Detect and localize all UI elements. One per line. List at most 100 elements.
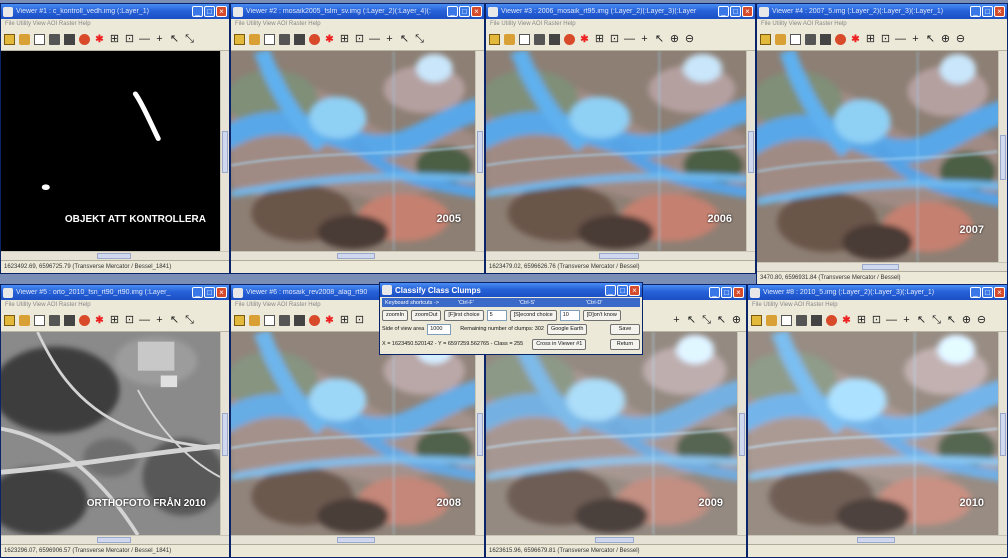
horizontal-scrollbar[interactable] <box>486 251 755 260</box>
pointer-icon[interactable]: ↖ <box>946 314 957 326</box>
zoom-fit-icon[interactable]: ⊞ <box>339 314 350 326</box>
horizontal-scrollbar[interactable] <box>231 535 484 544</box>
maximize-button[interactable]: □ <box>459 6 470 17</box>
maximize-button[interactable]: □ <box>204 6 215 17</box>
open-layer-icon[interactable] <box>249 315 260 326</box>
vertical-scrollbar[interactable] <box>475 51 484 251</box>
second-choice-button[interactable]: [S]econd choice <box>509 309 557 321</box>
crosshair-icon[interactable]: + <box>156 33 163 45</box>
close-button[interactable]: × <box>994 287 1005 298</box>
minimize-button[interactable]: _ <box>192 6 203 17</box>
viewer-window-2[interactable]: Viewer #2 : mosaik2005_fslm_sv.img (:Lay… <box>230 3 485 274</box>
close-button[interactable]: × <box>629 284 640 296</box>
pointer-icon[interactable]: ↖ <box>716 314 727 326</box>
minimize-button[interactable]: _ <box>192 287 203 298</box>
cross-in-viewer-button[interactable]: Cross in Viewer #1 <box>532 338 587 350</box>
menu-bar[interactable]: File Utility View AOI Raster Help <box>757 19 1007 29</box>
print-icon[interactable] <box>820 34 831 45</box>
open-folder-icon[interactable] <box>234 315 245 326</box>
close-button[interactable]: × <box>733 287 744 298</box>
maximize-button[interactable]: □ <box>982 287 993 298</box>
title-bar[interactable]: Viewer #1 : c_kontroll_vedh.img (:Layer_… <box>1 4 229 19</box>
menu-bar[interactable]: File Utility View AOI Raster Help <box>231 19 484 29</box>
select-arrow-icon[interactable]: ↖ <box>916 314 927 326</box>
classify-dialog[interactable]: Classify Class Clumps _ □ × Keyboard sho… <box>379 282 643 355</box>
pan-icon[interactable]: ⤡ <box>185 33 194 45</box>
clear-view-icon[interactable] <box>826 315 837 326</box>
print-icon[interactable] <box>294 315 305 326</box>
clear-view-icon[interactable] <box>79 34 90 45</box>
fit-window-icon[interactable]: ⊡ <box>124 33 135 45</box>
new-document-icon[interactable] <box>34 34 45 45</box>
measure-icon[interactable]: — <box>895 33 906 45</box>
measure-icon[interactable]: — <box>139 314 150 326</box>
viewer-window-8[interactable]: Viewer #8 : 2010_5.img (:Layer_2)(:Layer… <box>747 284 1008 558</box>
info-icon[interactable]: ✱ <box>95 34 104 45</box>
fit-window-icon[interactable]: ⊡ <box>354 33 365 45</box>
raster-image[interactable]: OBJEKT ATT KONTROLLERA <box>1 51 220 251</box>
print-icon[interactable] <box>811 315 822 326</box>
fit-window-icon[interactable]: ⊡ <box>871 314 882 326</box>
maximize-button[interactable]: □ <box>204 287 215 298</box>
viewer-window-3[interactable]: Viewer #3 : 2006_mosaik_rt95.img (:Layer… <box>485 3 756 274</box>
title-bar[interactable]: Viewer #3 : 2006_mosaik_rt95.img (:Layer… <box>486 4 755 19</box>
select-arrow-icon[interactable]: ↖ <box>925 33 936 45</box>
save-icon[interactable] <box>49 315 60 326</box>
fit-window-icon[interactable]: ⊡ <box>124 314 135 326</box>
vertical-scrollbar[interactable] <box>220 332 229 535</box>
vertical-scrollbar[interactable] <box>746 51 755 251</box>
zoom-out-icon[interactable]: ⊖ <box>955 33 966 45</box>
info-icon[interactable]: ✱ <box>580 34 589 45</box>
pan-icon[interactable]: ⤡ <box>702 314 711 326</box>
first-choice-spinner[interactable]: 5 <box>486 309 507 321</box>
crosshair-icon[interactable]: + <box>156 314 163 326</box>
select-arrow-icon[interactable]: ↖ <box>169 33 180 45</box>
minimize-button[interactable]: _ <box>709 287 720 298</box>
title-bar[interactable]: Viewer #2 : mosaik2005_fslm_sv.img (:Lay… <box>231 4 484 19</box>
info-icon[interactable]: ✱ <box>842 315 851 326</box>
dont-know-button[interactable]: [D]on't know <box>582 309 621 321</box>
save-icon[interactable] <box>796 315 807 326</box>
horizontal-scrollbar[interactable] <box>1 535 229 544</box>
select-arrow-icon[interactable]: ↖ <box>686 314 697 326</box>
open-folder-icon[interactable] <box>489 34 500 45</box>
close-button[interactable]: × <box>216 6 227 17</box>
new-document-icon[interactable] <box>264 315 275 326</box>
menu-bar[interactable]: File Utility View AOI Raster Help <box>486 19 755 29</box>
measure-icon[interactable]: — <box>139 33 150 45</box>
crosshair-icon[interactable]: + <box>386 33 393 45</box>
horizontal-scrollbar[interactable] <box>231 251 484 260</box>
pan-icon[interactable]: ⤡ <box>185 314 194 326</box>
zoom-in-icon[interactable]: ⊕ <box>731 314 742 326</box>
clear-view-icon[interactable] <box>79 315 90 326</box>
save-button[interactable]: Save <box>610 323 640 335</box>
vertical-scrollbar[interactable] <box>998 51 1007 262</box>
minimize-button[interactable]: _ <box>718 6 729 17</box>
clear-view-icon[interactable] <box>564 34 575 45</box>
clear-view-icon[interactable] <box>835 34 846 45</box>
zoom-fit-icon[interactable]: ⊞ <box>109 33 120 45</box>
viewer-window-5[interactable]: Viewer #5 : orto_2010_fsn_rt90_rt90.img … <box>0 284 230 558</box>
info-icon[interactable]: ✱ <box>325 34 334 45</box>
minimize-button[interactable]: _ <box>605 284 616 296</box>
crosshair-icon[interactable]: + <box>912 33 919 45</box>
print-icon[interactable] <box>64 34 75 45</box>
select-arrow-icon[interactable]: ↖ <box>169 314 180 326</box>
print-icon[interactable] <box>549 34 560 45</box>
dialog-title-bar[interactable]: Classify Class Clumps _ □ × <box>380 283 642 297</box>
title-bar[interactable]: Viewer #8 : 2010_5.img (:Layer_2)(:Layer… <box>748 285 1007 300</box>
save-icon[interactable] <box>534 34 545 45</box>
clear-view-icon[interactable] <box>309 315 320 326</box>
zoom-fit-icon[interactable]: ⊞ <box>109 314 120 326</box>
open-layer-icon[interactable] <box>19 34 30 45</box>
save-icon[interactable] <box>805 34 816 45</box>
menu-bar[interactable]: File Utility View AOI Raster Help <box>231 300 484 310</box>
zoom-fit-icon[interactable]: ⊞ <box>594 33 605 45</box>
horizontal-scrollbar[interactable] <box>748 535 1007 544</box>
open-layer-icon[interactable] <box>504 34 515 45</box>
horizontal-scrollbar[interactable] <box>1 251 229 260</box>
info-icon[interactable]: ✱ <box>325 315 334 326</box>
close-button[interactable]: × <box>471 6 482 17</box>
clear-view-icon[interactable] <box>309 34 320 45</box>
horizontal-scrollbar[interactable] <box>757 262 1007 271</box>
